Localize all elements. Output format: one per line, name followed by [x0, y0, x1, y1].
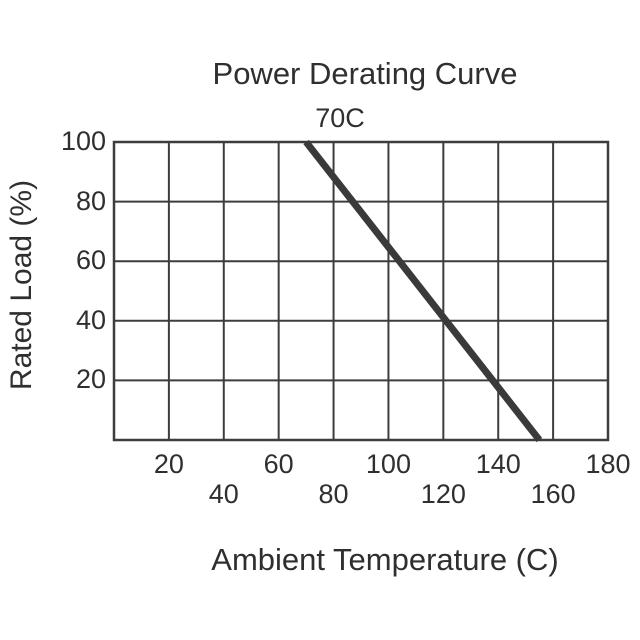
x-tick-label: 100 [365, 449, 411, 479]
curve-annotation-70c: 70C [315, 103, 365, 133]
plot-border [112, 140, 610, 442]
x-tick-label: 180 [585, 449, 631, 479]
x-tick-label: 60 [263, 449, 294, 479]
x-tick-label: 140 [475, 449, 521, 479]
y-tick-label: 20 [75, 364, 106, 395]
x-axis-label: Ambient Temperature (C) [211, 542, 559, 577]
x-tick-label: 20 [153, 449, 184, 479]
x-tick-label: 120 [420, 479, 466, 509]
derating-line [303, 139, 543, 443]
y-tick-label: 100 [60, 125, 106, 156]
x-tick-label: 40 [208, 479, 239, 509]
x-tick-label: 160 [530, 479, 576, 509]
chart-title: Power Derating Curve [212, 56, 518, 91]
y-tick-label: 80 [75, 185, 106, 216]
y-tick-label: 40 [75, 304, 106, 335]
x-tick-label: 80 [318, 479, 349, 509]
y-tick-label: 60 [75, 245, 106, 276]
